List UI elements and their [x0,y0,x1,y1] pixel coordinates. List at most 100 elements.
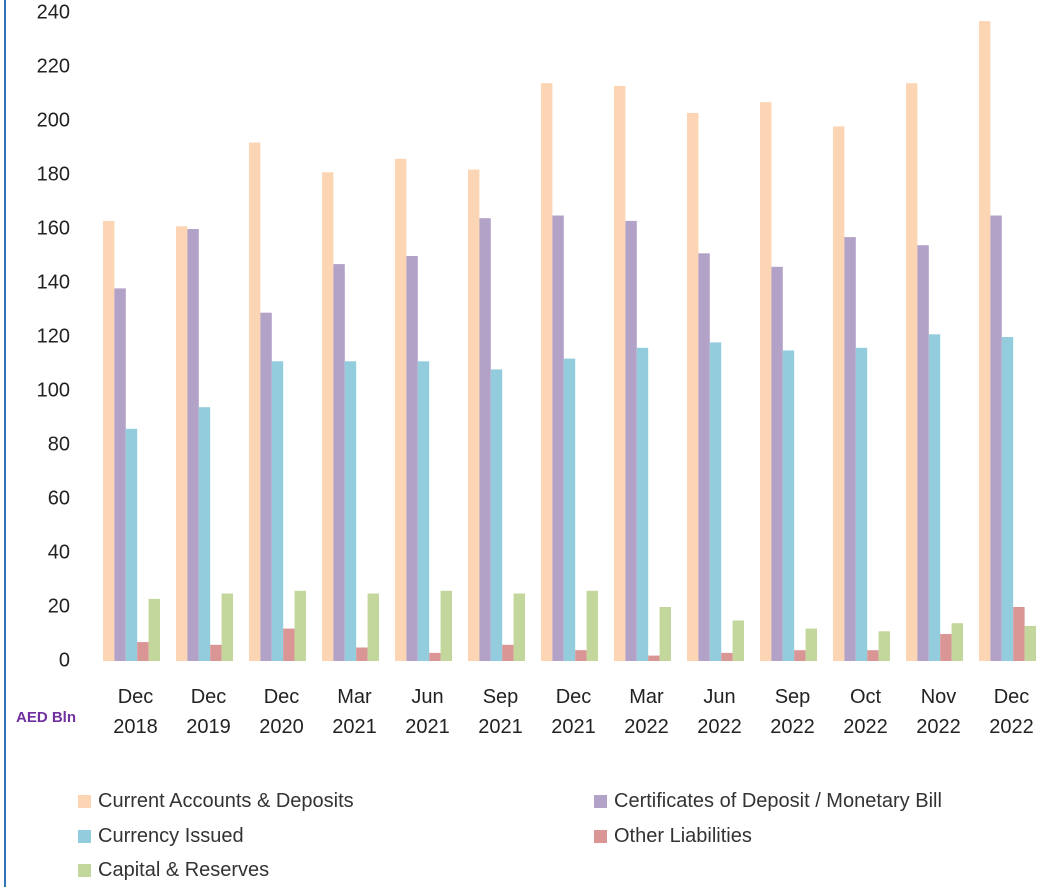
bar [721,652,733,661]
legend-label: Current Accounts & Deposits [98,790,354,812]
y-tick-label: 200 [37,109,70,131]
bar [614,85,626,661]
x-tick-label: Nov 2022 [916,686,961,738]
bar [990,215,1002,661]
bar [563,358,576,661]
bar [210,644,222,661]
legend-label: Certificates of Deposit / Monetary Bill [614,790,942,812]
y-tick-label: 120 [37,325,70,347]
bar [552,215,564,661]
x-tick-label: Dec 2018 [113,686,158,738]
y-tick-label: 80 [48,433,70,455]
bar [125,428,138,661]
y-tick-label: 160 [37,217,70,239]
x-tick-label: Dec 2021 [551,686,596,738]
bar [867,650,879,661]
y-tick-label: 180 [37,163,70,185]
bar [979,21,991,662]
bar [395,158,407,662]
bar [659,607,671,661]
bar [782,350,795,661]
x-tick-label: Dec 2022 [989,686,1034,738]
y-tick-label: 220 [37,55,70,77]
bar [333,264,345,661]
legend-swatch [78,830,91,843]
bar [771,266,783,661]
bar [541,83,553,661]
x-tick-label: Dec 2020 [259,686,304,738]
bar [648,655,660,661]
y-tick-label: 20 [48,595,70,617]
legend-item: Other Liabilities [594,825,752,848]
bar [479,218,491,661]
x-tick-label: Oct 2022 [843,686,888,738]
x-tick-label: Sep 2022 [770,686,815,738]
bar [271,361,284,661]
bar [586,590,598,661]
y-axis-label: AED Bln [16,709,76,726]
bar [1024,625,1036,661]
bar [356,647,368,661]
bar [940,634,952,661]
bar [844,237,856,661]
y-tick-label: 60 [48,487,70,509]
bar [103,220,115,661]
bar [698,253,710,662]
bar [148,598,160,661]
bar [951,623,963,661]
y-tick-label: 240 [37,1,70,23]
bar [575,650,587,661]
legend-item: Current Accounts & Deposits [78,790,354,813]
bar [917,245,929,661]
bar [855,347,868,661]
bar [625,220,637,661]
x-tick-label: Jun 2022 [697,686,742,738]
bar [468,169,480,661]
bar [221,593,233,661]
bar [636,347,649,661]
y-tick-label: 40 [48,541,70,563]
legend-swatch [78,864,91,877]
bar [417,361,430,661]
bar [502,644,514,661]
bar [805,628,817,661]
bar [732,620,744,661]
bar [794,650,806,661]
bar [490,369,503,661]
legend-item: Capital & Reserves [78,859,269,882]
bar [687,112,699,661]
bar [760,102,772,662]
legend-item: Currency Issued [78,825,244,848]
legend-label: Capital & Reserves [98,859,270,881]
bar [906,83,918,661]
bar [249,142,261,662]
bar [198,407,211,661]
bar [406,256,418,661]
x-tick-label: Sep 2021 [478,686,523,738]
x-tick-label: Jun 2021 [405,686,450,738]
y-tick-label: 100 [37,379,70,401]
bar [283,628,295,661]
bar [833,126,845,661]
bar [440,590,452,661]
bar [294,590,306,661]
bar [367,593,379,661]
bar [878,631,890,661]
legend-item: Certificates of Deposit / Monetary Bill [594,790,942,813]
x-tick-label: Mar 2021 [332,686,377,738]
bar [928,334,941,661]
legend-swatch [594,830,607,843]
bar [260,312,272,661]
bar [114,288,126,661]
legend-swatch [78,795,91,808]
y-tick-label: 140 [37,271,70,293]
bar [137,642,149,661]
bar [322,172,334,662]
legend-swatch [594,795,607,808]
legend-label: Currency Issued [98,825,244,847]
x-tick-label: Mar 2022 [624,686,669,738]
x-tick-label: Dec 2019 [186,686,231,738]
bar [1013,607,1025,661]
